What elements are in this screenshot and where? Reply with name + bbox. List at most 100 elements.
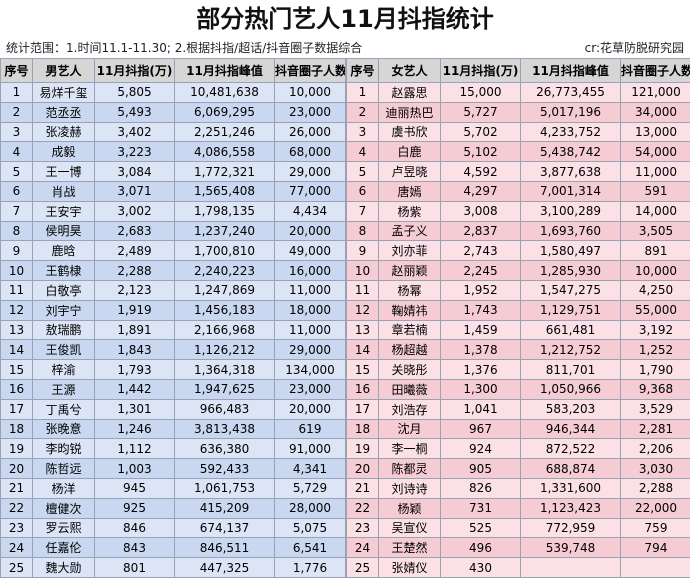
cell: 34,000 bbox=[620, 101, 690, 123]
cell: 18 bbox=[346, 418, 379, 440]
column-header: 11月抖指峰值 bbox=[520, 58, 621, 83]
row: 13 章若楠 1,459 661,481 3,192 bbox=[346, 319, 690, 341]
row: 22 檀健次 925 415,209 28,000 bbox=[0, 497, 346, 519]
cell: 496 bbox=[440, 537, 521, 559]
cell: 3,100,289 bbox=[520, 200, 621, 222]
cell: 成毅 bbox=[32, 141, 95, 163]
row: 7 杨紫 3,008 3,100,289 14,000 bbox=[346, 200, 690, 222]
cell: 5,729 bbox=[274, 477, 346, 499]
row: 15 梓渝 1,793 1,364,318 134,000 bbox=[0, 359, 346, 380]
cell: 14,000 bbox=[620, 200, 690, 222]
cell: 1,300 bbox=[440, 378, 521, 400]
cell: 826 bbox=[440, 477, 521, 499]
cell: 3,002 bbox=[94, 200, 175, 222]
cell: 1,301 bbox=[94, 398, 175, 420]
cell: 20 bbox=[0, 458, 33, 479]
row: 18 张晚意 1,246 3,813,438 619 bbox=[0, 418, 346, 440]
cell: 3,008 bbox=[440, 200, 521, 222]
cell: 侯明昊 bbox=[32, 220, 95, 242]
cell: 68,000 bbox=[274, 141, 346, 163]
cell: 1 bbox=[0, 82, 33, 103]
cell: 17 bbox=[346, 398, 379, 420]
cell: 1,891 bbox=[94, 319, 175, 341]
cell: 11,000 bbox=[620, 161, 690, 182]
cell: 1,693,760 bbox=[520, 220, 621, 242]
cell: 4,250 bbox=[620, 279, 690, 301]
cell: 91,000 bbox=[274, 438, 346, 460]
cell: 674,137 bbox=[174, 517, 275, 539]
cell: 杨颖 bbox=[378, 497, 441, 519]
cell: 759 bbox=[620, 517, 690, 539]
cell: 3,813,438 bbox=[174, 418, 275, 440]
cell: 18 bbox=[0, 418, 33, 440]
cell: 鹿晗 bbox=[32, 240, 95, 262]
cell bbox=[620, 557, 690, 578]
cell: 1,793 bbox=[94, 359, 175, 380]
cell: 6,541 bbox=[274, 537, 346, 559]
cell: 2,123 bbox=[94, 279, 175, 301]
cell: 16,000 bbox=[274, 260, 346, 281]
column-header: 抖音圈子人数 bbox=[274, 58, 346, 83]
cell: 4,086,558 bbox=[174, 141, 275, 163]
cell: 杨幂 bbox=[378, 279, 441, 301]
cell: 1,743 bbox=[440, 299, 521, 321]
cell: 丁禹兮 bbox=[32, 398, 95, 420]
cell: 2,489 bbox=[94, 240, 175, 262]
row: 3 张凌赫 3,402 2,251,246 26,000 bbox=[0, 121, 346, 143]
row: 9 鹿晗 2,489 1,700,810 49,000 bbox=[0, 240, 346, 262]
cell: 1,331,600 bbox=[520, 477, 621, 499]
cell: 田曦薇 bbox=[378, 378, 441, 400]
cell: 2,206 bbox=[620, 438, 690, 460]
cell: 肖战 bbox=[32, 180, 95, 202]
cell: 4,233,752 bbox=[520, 121, 621, 143]
row: 4 成毅 3,223 4,086,558 68,000 bbox=[0, 141, 346, 163]
cell: 23 bbox=[0, 517, 33, 539]
cell: 10,000 bbox=[274, 82, 346, 103]
cell: 虞书欣 bbox=[378, 121, 441, 143]
row: 20 陈都灵 905 688,874 3,030 bbox=[346, 458, 690, 479]
cell: 3,030 bbox=[620, 458, 690, 479]
cell: 孟子义 bbox=[378, 220, 441, 242]
cell: 9 bbox=[0, 240, 33, 262]
cell: 范丞丞 bbox=[32, 101, 95, 123]
cell: 2,743 bbox=[440, 240, 521, 262]
cell: 811,701 bbox=[520, 359, 621, 380]
row: 24 王楚然 496 539,748 794 bbox=[346, 537, 690, 559]
row: 5 王一博 3,084 1,772,321 29,000 bbox=[0, 161, 346, 182]
cell: 15,000 bbox=[440, 82, 521, 103]
cell: 2,251,246 bbox=[174, 121, 275, 143]
cell: 77,000 bbox=[274, 180, 346, 202]
cell: 2,837 bbox=[440, 220, 521, 242]
cell: 591 bbox=[620, 180, 690, 202]
cell: 9,368 bbox=[620, 378, 690, 400]
cell: 陈都灵 bbox=[378, 458, 441, 479]
row: 14 王俊凯 1,843 1,126,212 29,000 bbox=[0, 339, 346, 361]
cell: 11,000 bbox=[274, 319, 346, 341]
cell: 1,129,751 bbox=[520, 299, 621, 321]
cell: 945 bbox=[94, 477, 175, 499]
cell: 3,084 bbox=[94, 161, 175, 182]
row: 19 李一桐 924 872,522 2,206 bbox=[346, 438, 690, 460]
cell: 447,325 bbox=[174, 557, 275, 578]
cell: 924 bbox=[440, 438, 521, 460]
cell: 1,547,275 bbox=[520, 279, 621, 301]
cell: 49,000 bbox=[274, 240, 346, 262]
cell: 1,776 bbox=[274, 557, 346, 578]
header-row: 序号 男艺人 11月抖指(万) 11月抖指峰值 抖音圈子人数 bbox=[0, 58, 346, 83]
cell: 赵丽颖 bbox=[378, 260, 441, 281]
cell: 16 bbox=[0, 378, 33, 400]
cell: 2 bbox=[346, 101, 379, 123]
cell: 杨洋 bbox=[32, 477, 95, 499]
cell: 5,805 bbox=[94, 82, 175, 103]
male-table: 序号 男艺人 11月抖指(万) 11月抖指峰值 抖音圈子人数 1 易烊千玺 5,805 10,4… bbox=[0, 58, 346, 578]
cell: 23,000 bbox=[274, 101, 346, 123]
cell: 29,000 bbox=[274, 339, 346, 361]
cell: 21 bbox=[0, 477, 33, 499]
cell: 1,947,625 bbox=[174, 378, 275, 400]
row: 18 沈月 967 946,344 2,281 bbox=[346, 418, 690, 440]
cell: 1,459 bbox=[440, 319, 521, 341]
cell: 15 bbox=[346, 359, 379, 380]
cell: 415,209 bbox=[174, 497, 275, 519]
cell: 1,790 bbox=[620, 359, 690, 380]
